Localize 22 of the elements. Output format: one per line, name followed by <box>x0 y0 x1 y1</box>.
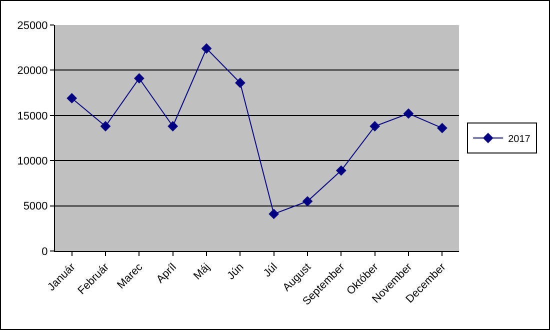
point <box>302 196 313 206</box>
point <box>370 121 380 132</box>
point <box>336 165 346 176</box>
point <box>66 93 78 104</box>
point <box>234 78 246 88</box>
point <box>134 73 144 84</box>
y-tick-label: 0 <box>42 246 48 258</box>
y-tick-label: 25000 <box>17 20 48 32</box>
x-tick-label: Júl <box>261 261 280 280</box>
point <box>168 121 178 132</box>
y-tick-label: 10000 <box>17 155 48 168</box>
point <box>201 43 212 54</box>
point <box>100 121 111 132</box>
legend-label: 2017 <box>508 134 531 145</box>
y-tick-label: 5000 <box>23 200 48 213</box>
y-tick-label: 20000 <box>17 65 48 78</box>
y-tick-label: 15000 <box>17 110 48 122</box>
x-tick-label: Máj <box>191 261 213 282</box>
point <box>436 122 448 134</box>
point <box>403 108 414 119</box>
point <box>268 208 280 220</box>
x-tick-label: Jún <box>225 261 246 282</box>
